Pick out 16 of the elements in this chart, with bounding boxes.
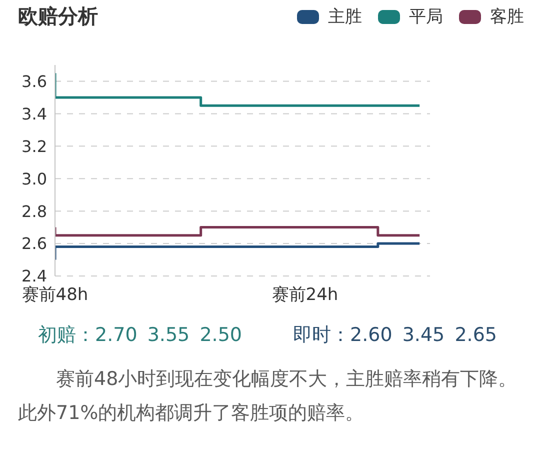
- chart-title: 欧赔分析: [18, 3, 98, 30]
- legend-label: 客胜: [490, 6, 524, 28]
- text: 初赔：2.70 3.55 2.50: [38, 323, 242, 348]
- y-tick-label: 2.6: [22, 234, 47, 254]
- text: 即时：2.60 3.45 2.65: [293, 323, 497, 348]
- x-tick-label: 赛前24h: [272, 285, 338, 306]
- y-tick-label: 3.6: [22, 72, 47, 91]
- legend-label: 主胜: [328, 6, 362, 28]
- text: 赛前48小时到现在变化幅度不大，主胜赔率稍有下降。此外71%的机构都调升了客胜项的赔率。: [18, 367, 518, 426]
- y-tick-label: 2.8: [22, 202, 47, 221]
- y-tick-label: 2.4: [22, 266, 47, 286]
- y-tick-label: 3.4: [22, 104, 47, 124]
- legend-label: 平局: [409, 6, 443, 28]
- y-tick-label: 3.0: [22, 169, 47, 188]
- x-tick-label: 赛前48h: [22, 285, 88, 306]
- y-tick-label: 3.2: [22, 136, 47, 156]
